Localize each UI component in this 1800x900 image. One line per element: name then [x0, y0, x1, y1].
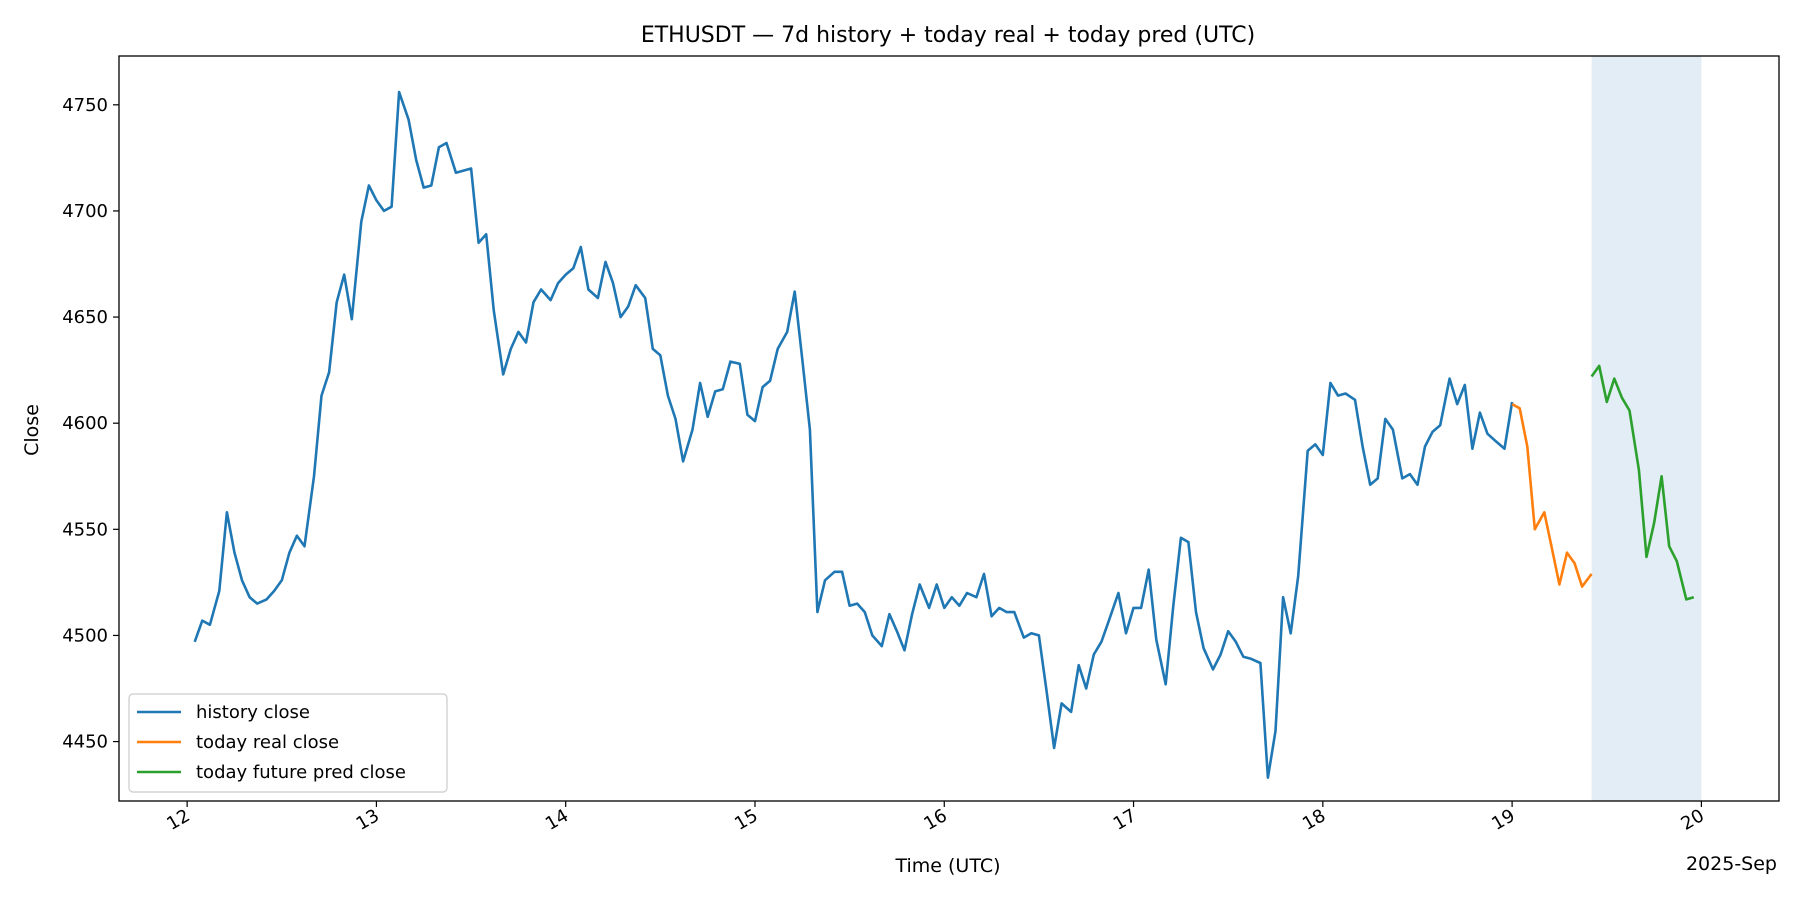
legend-label: today future pred close: [196, 762, 406, 783]
y-tick-label: 4650: [62, 307, 108, 328]
x-axis-label: Time (UTC): [894, 855, 1000, 877]
series-layer: [193, 90, 1695, 779]
plot-background: [119, 56, 1779, 801]
pred-window-shade: [1591, 56, 1702, 801]
y-tick-label: 4700: [62, 201, 108, 222]
y-axis: 4450 4500 4550 4600 4650 4700 4750: [62, 95, 119, 753]
y-tick-label: 4600: [62, 413, 108, 434]
plot-frame: [118, 55, 1780, 802]
legend-label: today real close: [196, 732, 339, 753]
y-tick-label: 4550: [62, 519, 108, 540]
legend-frame: [128, 693, 448, 793]
shade-layer: [1591, 56, 1702, 801]
legend-label: history close: [196, 702, 310, 723]
x-offset-label: 2025-Sep: [1686, 853, 1777, 875]
chart-title: ETHUSDT — 7d history + today real + toda…: [641, 23, 1255, 48]
y-axis-label: Close: [21, 404, 43, 456]
plot-area: [118, 55, 1780, 802]
y-tick-label: 4450: [62, 732, 108, 753]
y-tick-label: 4750: [62, 95, 108, 116]
series-line-history-close: [193, 90, 1514, 779]
legend: history close today real close today futur…: [128, 693, 448, 793]
series-line-today-future-pred-close: [1590, 364, 1695, 601]
series-line-today-real-close: [1511, 402, 1593, 588]
y-tick-label: 4500: [62, 625, 108, 646]
